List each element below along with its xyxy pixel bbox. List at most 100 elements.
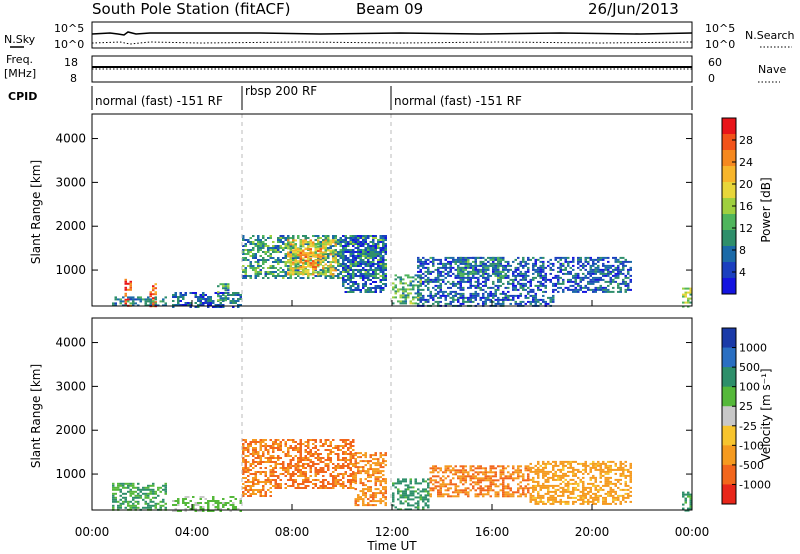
data-cell-region-6 [489,485,492,488]
data-cell-region-7 [614,472,617,475]
data-cell-region-4 [384,492,387,495]
data-cell-region-7 [587,492,590,495]
data-cell-region-5 [304,263,307,265]
data-cell-region-2 [252,485,255,487]
data-cell-region-6 [462,483,465,486]
data-cell-region-7 [534,488,537,491]
data-cell-region-10 [477,282,480,285]
data-cell-region-3 [274,485,277,487]
data-cell-region-3 [279,483,282,485]
data-cell-region-7 [552,502,555,505]
data-cell-region-10 [492,270,495,273]
data-cell-region-3 [274,487,277,489]
data-cell-region-4 [357,468,360,471]
data-cell-region-3 [309,467,312,469]
data-cell-region-8 [682,493,685,496]
data-cell-region-10 [517,262,520,265]
data-cell-region-5 [244,275,247,277]
data-cell-region-11 [464,268,467,271]
data-cell-region-5 [267,251,270,253]
data-cell-region-7 [619,474,622,477]
data-cell-region-1 [149,295,152,298]
data-cell-region-0 [122,502,125,505]
data-cell-region-11 [492,258,495,261]
data-cell-region-3 [302,443,305,445]
data-cell-region-12 [587,256,590,259]
data-cell-region-5 [299,245,302,247]
data-cell-region-7 [297,248,300,251]
data-cell-region-6 [524,479,527,482]
data-cell-region-7 [537,462,540,465]
data-cell-region-10 [469,294,472,297]
data-cell-region-8 [364,277,367,279]
data-cell-region-3 [339,483,342,485]
data-cell-region-5 [242,235,245,237]
data-cell-region-2 [147,300,150,303]
data-cell-region-10 [527,290,530,293]
data-cell-region-5 [424,494,427,497]
data-cell-region-8 [367,269,370,271]
data-cell-region-11 [482,260,485,263]
data-cell-region-0 [152,496,155,499]
data-cell-region-6 [322,255,325,258]
data-cell-region-2 [242,461,245,463]
data-cell-region-10 [437,290,440,293]
data-cell-region-7 [622,474,625,477]
data-cell-region-1 [184,496,187,498]
data-cell-region-10 [524,276,527,279]
data-cell-region-10 [524,296,527,299]
data-cell-region-10 [424,274,427,277]
data-cell-region-10 [427,276,430,279]
data-cell-region-5 [407,504,410,507]
data-cell-region-0 [164,502,167,505]
data-cell-region-12 [557,276,560,279]
data-cell-region-5 [247,253,250,255]
data-cell-region-12 [604,286,607,289]
data-cell-region-2 [262,451,265,453]
data-cell-region-5 [319,243,322,245]
data-cell-region-7 [597,484,600,487]
data-cell-region-5 [304,273,307,275]
data-cell-region-10 [422,288,425,291]
data-cell-region-3 [319,485,322,487]
data-cell-region-12 [629,274,632,277]
data-cell-region-3 [334,483,337,485]
data-cell-region-12 [577,258,580,261]
data-cell-region-7 [579,502,582,505]
data-cell-region-3 [322,483,325,485]
data-cell-region-8 [347,257,350,259]
data-cell-region-10 [494,284,497,287]
data-cell-region-5 [254,271,257,273]
data-cell-region-7 [599,476,602,479]
data-cell-region-3 [327,469,330,471]
data-cell-region-1 [207,502,210,504]
data-cell-region-5 [304,235,307,237]
data-cell-region-12 [599,272,602,275]
data-cell-region-7 [304,266,307,269]
data-cell-region-6 [497,479,500,482]
data-cell-region-12 [604,280,607,283]
data-cell-region-12 [584,274,587,277]
data-cell-region-6 [322,259,325,262]
data-cell-region-3 [334,453,337,455]
data-cell-region-7 [312,266,315,269]
data-cell-region-0 [124,492,127,495]
data-cell-region-4 [379,492,382,495]
data-cell-region-2 [259,463,262,465]
data-cell-region-10 [429,272,432,275]
data-cell-region-5 [282,243,285,245]
data-cell-region-5 [364,261,367,263]
data-cell-region-1 [217,506,220,508]
data-cell-region-11 [487,272,490,275]
data-cell-region-8 [382,245,385,247]
data-cell-region-8 [347,259,350,261]
data-cell-region-7 [624,482,627,485]
data-cell-region-12 [592,262,595,265]
data-cell-region-0 [114,498,117,501]
data-cell-region-3 [274,475,277,477]
data-cell-region-7 [619,502,622,505]
data-cell-region-10 [514,258,517,261]
data-cell-region-6 [329,267,332,270]
data-cell-region-6 [519,465,522,468]
data-cell-region-10 [482,288,485,291]
